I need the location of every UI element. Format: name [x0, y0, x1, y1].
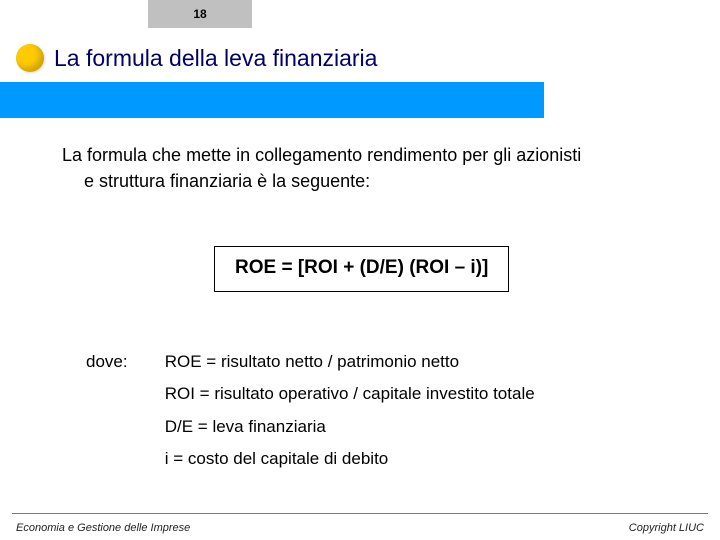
def-de: D/E = leva finanziaria: [165, 417, 326, 436]
body-text: La formula che mette in collegamento ren…: [62, 142, 690, 194]
bullet-icon: [16, 44, 44, 72]
page-number-box: 18: [148, 0, 252, 28]
footer-right: Copyright LIUC: [629, 522, 704, 534]
def-roe: ROE = risultato netto / patrimonio netto: [165, 352, 459, 371]
definitions-list: ROE = risultato netto / patrimonio netto…: [165, 346, 535, 475]
slide-title: La formula della leva finanziaria: [54, 45, 377, 72]
body-line-2: e struttura finanziaria è la seguente:: [62, 168, 690, 194]
dove-label: dove:: [86, 346, 160, 378]
title-row: La formula della leva finanziaria: [0, 44, 720, 72]
formula-text: ROE = [ROI + (D/E) (ROI – i)]: [235, 257, 488, 278]
formula-box: ROE = [ROI + (D/E) (ROI – i)]: [214, 246, 509, 292]
def-roi: ROI = risultato operativo / capitale inv…: [165, 384, 535, 403]
title-underline-bar: [0, 82, 544, 118]
def-i: i = costo del capitale di debito: [165, 449, 389, 468]
page-number: 18: [193, 7, 206, 21]
footer-divider: [12, 513, 708, 514]
body-line-1: La formula che mette in collegamento ren…: [62, 145, 581, 165]
definitions-block: dove: ROE = risultato netto / patrimonio…: [86, 346, 690, 475]
footer-left: Economia e Gestione delle Imprese: [16, 522, 190, 534]
